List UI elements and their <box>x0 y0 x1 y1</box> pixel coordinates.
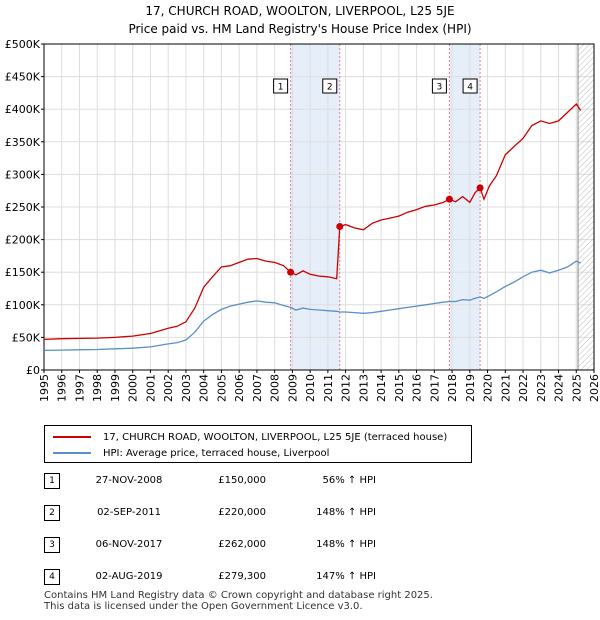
x-tick-label: 1996 <box>56 374 69 402</box>
transaction-number: 1 <box>44 473 60 489</box>
x-tick-label: 2023 <box>535 374 548 402</box>
legend-item-property: 17, CHURCH ROAD, WOOLTON, LIVERPOOL, L25… <box>53 429 447 445</box>
x-tick-label: 2004 <box>198 374 211 402</box>
transaction-date: 27-NOV-2008 <box>95 475 163 486</box>
x-tick-label: 2010 <box>304 374 317 402</box>
x-tick-label: 2015 <box>393 374 406 402</box>
y-tick-label: £100K <box>5 299 41 312</box>
transaction-label: 4 <box>467 83 473 93</box>
legend-swatch-property <box>53 436 91 438</box>
x-tick-label: 2016 <box>411 374 424 402</box>
footer-copyright: Contains HM Land Registry data © Crown c… <box>44 590 433 601</box>
y-tick-label: £350K <box>5 136 41 149</box>
x-tick-label: 2020 <box>482 374 495 402</box>
x-tick-label: 2018 <box>446 374 459 402</box>
transaction-label: 1 <box>278 83 284 93</box>
chart-title: 17, CHURCH ROAD, WOOLTON, LIVERPOOL, L25… <box>145 4 455 18</box>
footer: Contains HM Land Registry data © Crown c… <box>44 590 433 612</box>
x-tick-label: 2014 <box>375 374 388 402</box>
x-tick-label: 2022 <box>517 374 530 402</box>
x-tick-label: 2011 <box>322 374 335 402</box>
transaction-label-box <box>273 78 289 94</box>
y-tick-label: £300K <box>5 168 41 181</box>
sale-point <box>336 223 344 231</box>
x-tick-label: 1998 <box>91 374 104 402</box>
transaction-hpi-change: 148% ↑ HPI <box>316 539 376 550</box>
legend: 17, CHURCH ROAD, WOOLTON, LIVERPOOL, L25… <box>44 425 472 463</box>
x-tick-label: 2025 <box>570 374 583 402</box>
y-tick-label: £400K <box>5 103 41 116</box>
table-row: 2 02-SEP-2011 £220,000 148% ↑ HPI <box>44 505 444 521</box>
hpi-line <box>43 260 581 352</box>
sale-point <box>476 184 484 192</box>
transaction-date: 02-SEP-2011 <box>97 507 161 518</box>
x-tick-label: 2013 <box>357 374 370 402</box>
transaction-label-box <box>431 78 447 94</box>
x-tick-label: 2002 <box>162 374 175 402</box>
transaction-hpi-change: 148% ↑ HPI <box>316 507 376 518</box>
forecast-region <box>578 44 594 370</box>
transaction-date: 02-AUG-2019 <box>95 571 163 582</box>
y-tick-label: £0 <box>26 364 40 377</box>
x-tick-label: 2000 <box>127 374 140 402</box>
transaction-label: 2 <box>327 83 333 93</box>
table-row: 3 06-NOV-2017 £262,000 148% ↑ HPI <box>44 537 444 553</box>
x-tick-label: 2021 <box>499 374 512 402</box>
transaction-label-box <box>322 78 338 94</box>
chart-subtitle: Price paid vs. HM Land Registry's House … <box>128 22 472 36</box>
y-tick-label: £500K <box>5 38 41 51</box>
y-tick-label: £450K <box>5 71 41 84</box>
x-tick-label: 1999 <box>109 374 122 402</box>
legend-item-hpi: HPI: Average price, terraced house, Live… <box>53 445 329 461</box>
x-tick-label: 1995 <box>38 374 51 402</box>
transaction-number: 3 <box>44 537 60 553</box>
transaction-hpi-change: 147% ↑ HPI <box>316 571 376 582</box>
x-tick-label: 2006 <box>233 374 246 402</box>
y-tick-label: £200K <box>5 234 41 247</box>
x-tick-label: 2009 <box>286 374 299 402</box>
transaction-date: 06-NOV-2017 <box>95 539 163 550</box>
table-row: 1 27-NOV-2008 £150,000 56% ↑ HPI <box>44 473 444 489</box>
x-tick-label: 2017 <box>428 374 441 402</box>
y-tick-label: £250K <box>5 201 41 214</box>
transaction-price: £262,000 <box>218 539 266 550</box>
transaction-price: £220,000 <box>218 507 266 518</box>
transaction-number: 2 <box>44 505 60 521</box>
legend-swatch-hpi <box>53 452 91 454</box>
x-tick-label: 2024 <box>553 374 566 402</box>
transaction-hpi-change: 56% ↑ HPI <box>322 475 376 486</box>
x-tick-label: 2005 <box>215 374 228 402</box>
transaction-price: £150,000 <box>218 475 266 486</box>
transaction-price: £279,300 <box>218 571 266 582</box>
property-price-line <box>43 102 582 341</box>
x-tick-label: 2001 <box>144 374 157 402</box>
x-tick-label: 2019 <box>464 374 477 402</box>
x-tick-label: 2026 <box>588 374 600 402</box>
x-tick-label: 2003 <box>180 374 193 402</box>
transaction-number: 4 <box>44 569 60 585</box>
y-tick-label: £50K <box>12 331 41 344</box>
transaction-label-box <box>462 78 478 94</box>
x-tick-label: 2012 <box>340 374 353 402</box>
y-tick-label: £150K <box>5 266 41 279</box>
price-chart: 1 2 3 4 £0 £50K £100K £150K £200K £250K £300K £350K… <box>5 38 600 402</box>
legend-label-property: 17, CHURCH ROAD, WOOLTON, LIVERPOOL, L25… <box>103 431 448 443</box>
footer-licence: This data is licensed under the Open Gov… <box>44 601 363 612</box>
transaction-label: 3 <box>437 83 443 93</box>
sale-point <box>287 268 295 276</box>
table-row: 4 02-AUG-2019 £279,300 147% ↑ HPI <box>44 569 444 585</box>
legend-label-hpi: HPI: Average price, terraced house, Live… <box>103 447 330 459</box>
sale-point <box>445 195 453 203</box>
x-tick-label: 2008 <box>269 374 282 402</box>
x-tick-label: 1997 <box>73 374 86 402</box>
x-tick-label: 2007 <box>251 374 264 402</box>
